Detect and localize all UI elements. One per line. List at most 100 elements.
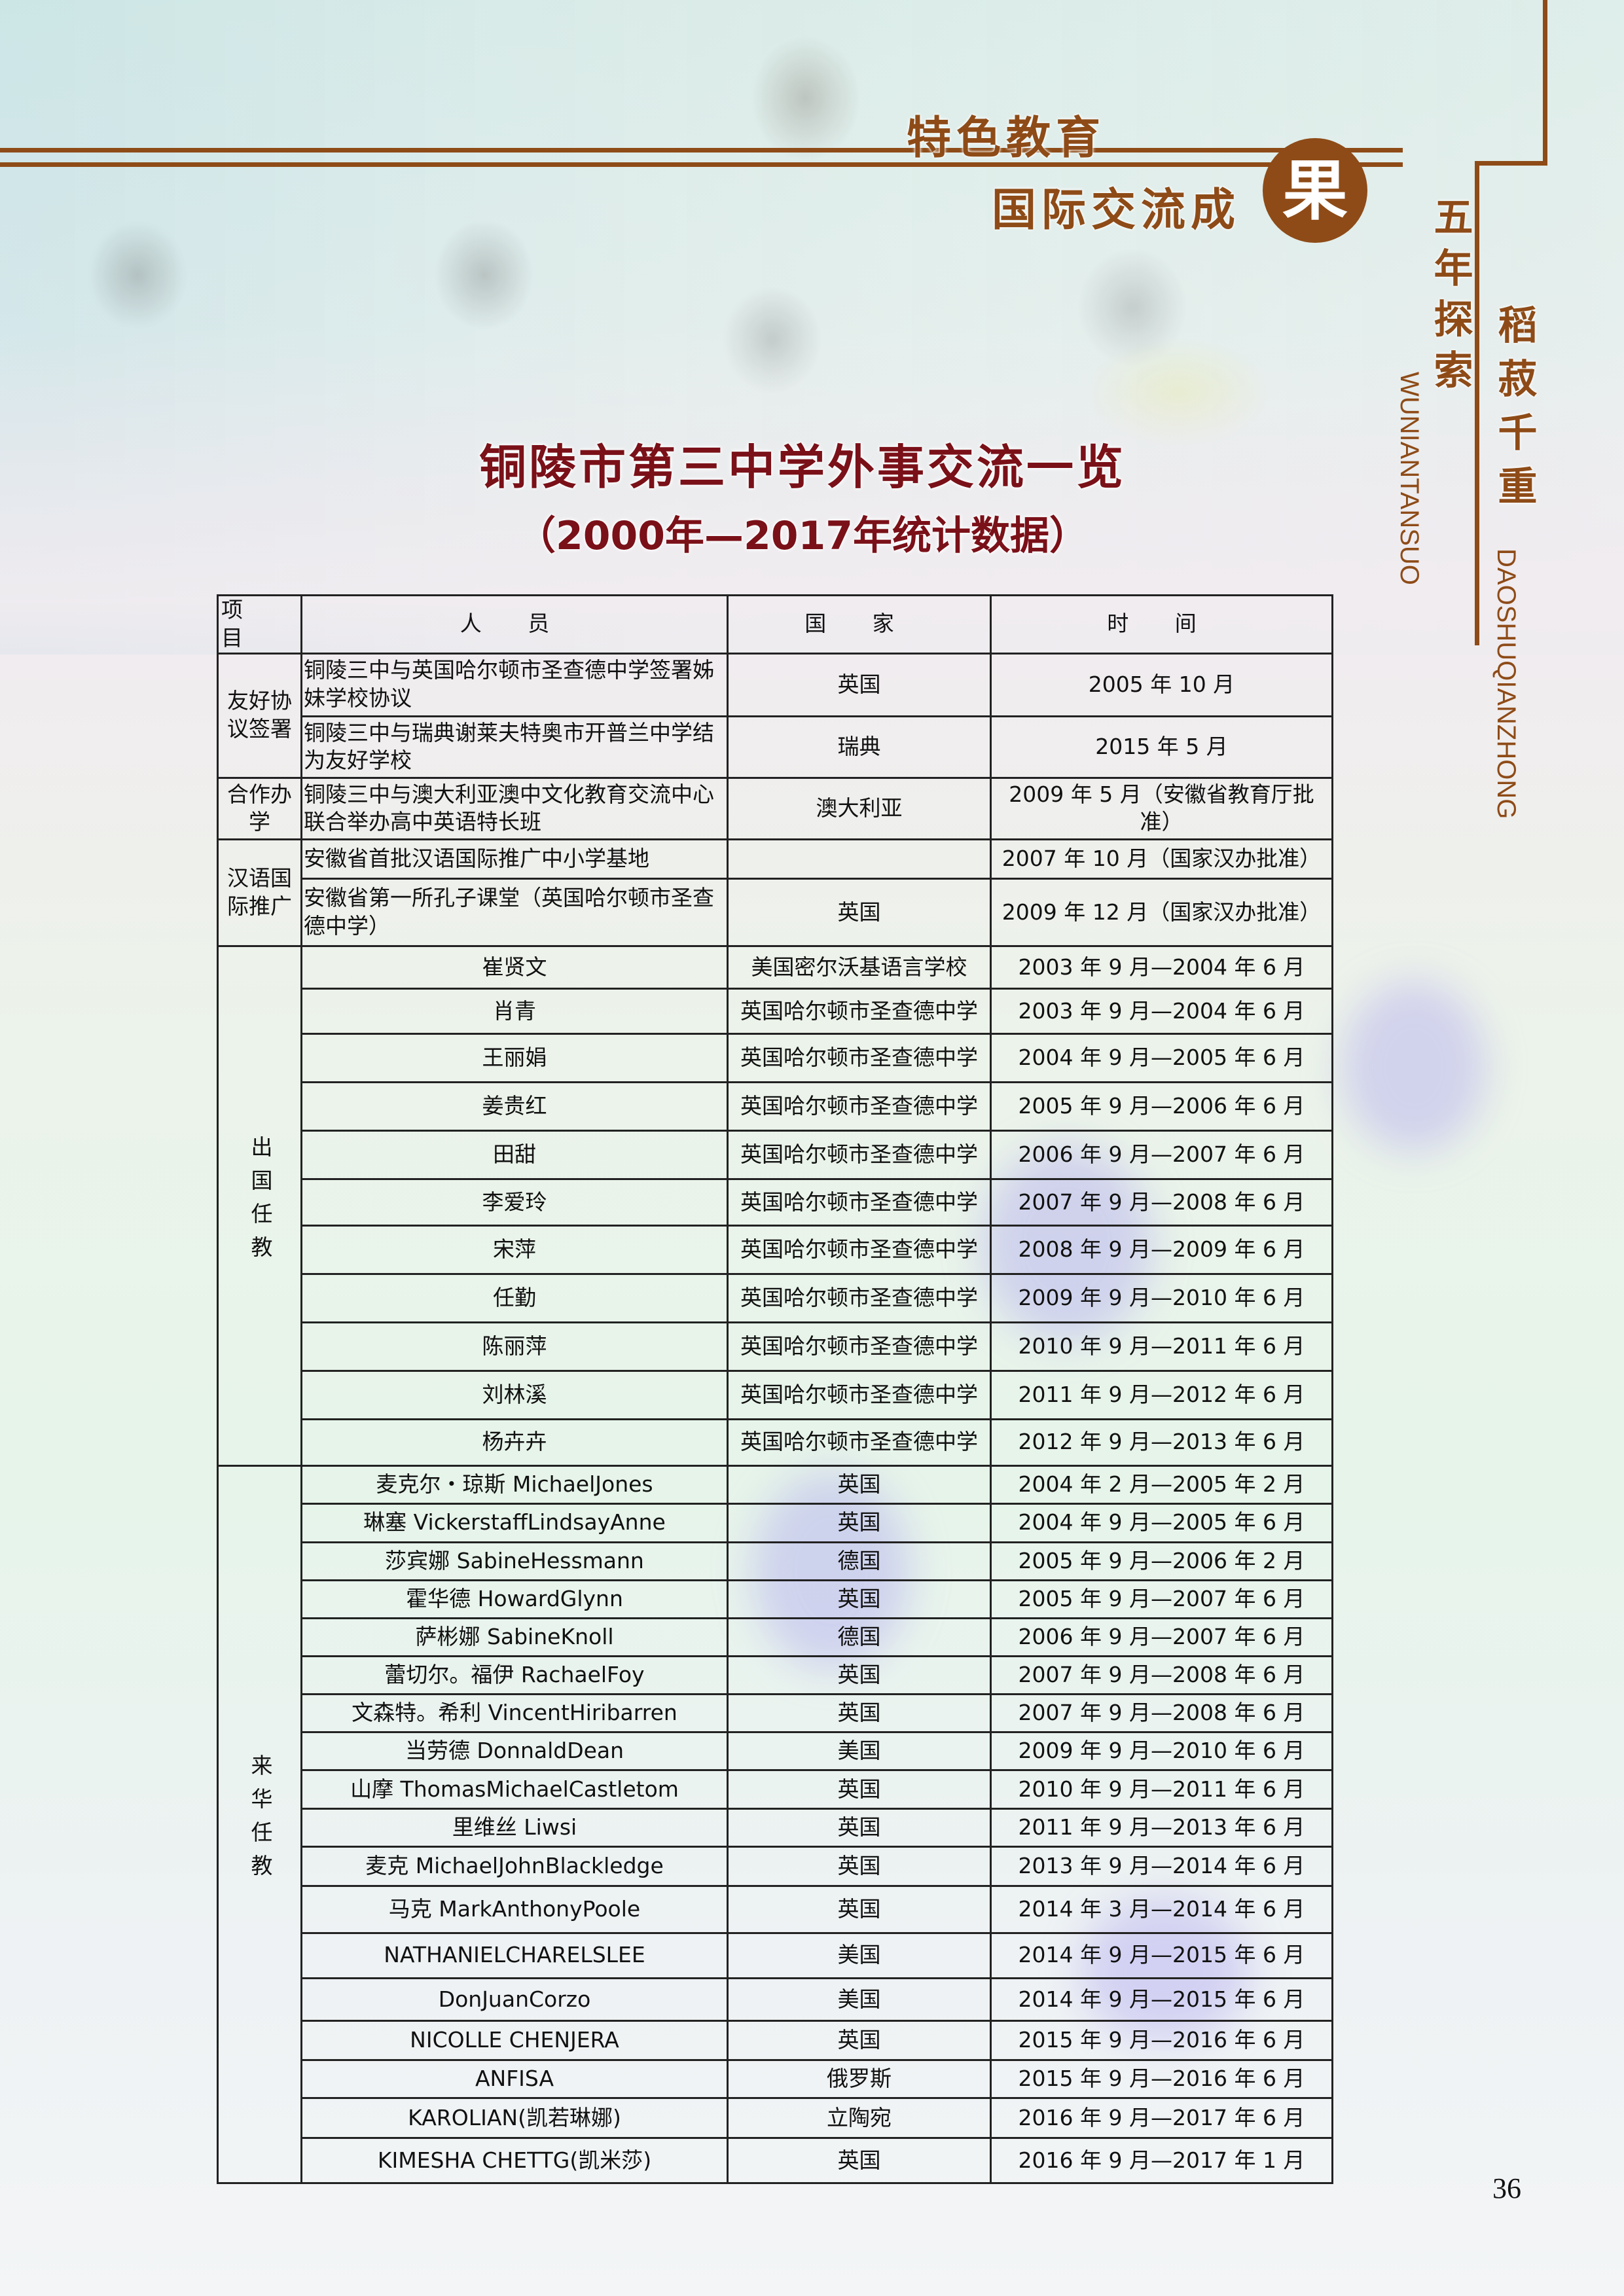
page-subtitle: （2000年—2017年统计数据） (516, 513, 1089, 559)
table-row: 来华任教 麦克尔・琼斯 MichaelJones 英国 2004 年 2 月—2005… (217, 1465, 1333, 2185)
country-cell: 英国 (727, 1769, 992, 1810)
time-cell: 2007 年 10 月（国家汉办批准） (990, 838, 1333, 880)
column-header: 时 间 (990, 594, 1333, 655)
table-row: 萨彬娜 SabineKnoll 德国 2006 年 9 月—2007 年 6 月 (218, 1617, 1333, 1657)
country-cell: 英国 (727, 1465, 992, 1505)
country-cell: 美国 (727, 1977, 992, 2022)
time-cell: 2005 年 9 月—2006 年 6 月 (990, 1081, 1333, 1132)
person-cell: 琳塞 VickerstaffLindsayAnne (300, 1503, 729, 1543)
person-cell: 陈丽萍 (300, 1321, 729, 1372)
country-cell: 英国 (727, 2136, 992, 2185)
person-cell: 王丽娟 (300, 1033, 729, 1084)
table-row: KIMESHA CHETTG(凯米莎) 英国 2016 年 9 月—2017 年 1… (218, 2136, 1333, 2185)
table-row: 文森特。希利 VincentHiribarren 英国 2007 年 9 月—200… (218, 1693, 1333, 1734)
country-cell: 英国哈尔顿市圣查德中学 (727, 1369, 992, 1420)
person-cell: 李爱玲 (300, 1177, 729, 1227)
time-cell: 2004 年 9 月—2005 年 6 月 (990, 1033, 1333, 1084)
country-cell: 英国 (727, 1807, 992, 1848)
time-cell: 2015 年 9 月—2016 年 6 月 (990, 2059, 1333, 2100)
person-cell: 肖青 (300, 988, 729, 1035)
table-row: DonJuanCorzo 美国 2014 年 9 月—2015 年 6 月 (218, 1977, 1333, 2022)
time-cell: 2005 年 9 月—2006 年 2 月 (990, 1541, 1333, 1581)
person-cell: 安徽省第一所孔子课堂（英国哈尔顿市圣查德中学） (300, 878, 729, 948)
time-cell: 2013 年 9 月—2014 年 6 月 (990, 1845, 1333, 1888)
person-cell: 崔贤文 (300, 945, 729, 990)
country-cell: 英国哈尔顿市圣查德中学 (727, 1225, 992, 1276)
country-cell: 德国 (727, 1541, 992, 1581)
person-cell: 刘林溪 (300, 1369, 729, 1420)
country-cell: 英国 (727, 1885, 992, 1934)
time-cell: 2006 年 9 月—2007 年 6 月 (990, 1129, 1333, 1180)
person-cell: 文森特。希利 VincentHiribarren (300, 1693, 729, 1734)
tagline-circle-badge: 果 (1263, 138, 1367, 243)
person-cell: KAROLIAN(凯若琳娜) (300, 2097, 729, 2139)
time-cell: 2009 年 9 月—2010 年 6 月 (990, 1273, 1333, 1323)
table-row: 王丽娟 英国哈尔顿市圣查德中学 2004 年 9 月—2005 年 6 月 (218, 1033, 1333, 1084)
table-row: 宋萍 英国哈尔顿市圣查德中学 2008 年 9 月—2009 年 6 月 (218, 1225, 1333, 1276)
table-row: 肖青 英国哈尔顿市圣查德中学 2003 年 9 月—2004 年 6 月 (218, 988, 1333, 1035)
country-cell: 英国 (727, 2019, 992, 2062)
table-row: NATHANIELCHARELSLEE 美国 2014 年 9 月—2015 年 6… (218, 1931, 1333, 1980)
column-header: 国 家 (727, 594, 992, 655)
country-cell: 美国密尔沃基语言学校 (727, 945, 992, 990)
category-label: 来华任教 (247, 1754, 273, 1888)
table-row: 安徽省第一所孔子课堂（英国哈尔顿市圣查德中学） 英国 2009 年 12 月（国家汉… (218, 878, 1333, 948)
category-label: 友好协议签署 (227, 688, 292, 742)
background-blob (1342, 982, 1486, 1152)
table-row: 合作办学 铜陵三中与澳大利亚澳中文化教育交流中心联合举办高中英语特长班 澳大利亚 20… (217, 776, 1333, 840)
table-row: 当劳德 DonnaldDean 美国 2009 年 9 月—2010 年 6 月 (218, 1731, 1333, 1772)
header-rule-bottom (0, 162, 1403, 167)
time-cell: 2003 年 9 月—2004 年 6 月 (990, 988, 1333, 1035)
person-cell: 宋萍 (300, 1225, 729, 1276)
person-cell: ANFISA (300, 2059, 729, 2100)
table-row: 出国任教 崔贤文 美国密尔沃基语言学校 2003 年 9 月—2004 年 6 月 (217, 945, 1333, 1467)
person-cell: 田甜 (300, 1129, 729, 1180)
frame-line-right (1543, 0, 1547, 165)
country-cell: 英国 (727, 652, 992, 717)
table-row: 汉语国际推广 安徽省首批汉语国际推广中小学基地 2007 年 10 月（国家汉办批准… (217, 838, 1333, 948)
country-cell: 英国 (727, 878, 992, 948)
person-cell: 铜陵三中与英国哈尔顿市圣查德中学签署姊妹学校协议 (300, 652, 729, 717)
person-cell: 莎宾娜 SabineHessmann (300, 1541, 729, 1581)
time-cell: 2009 年 5 月（安徽省教育厅批准） (990, 776, 1333, 840)
country-cell: 英国哈尔顿市圣查德中学 (727, 1321, 992, 1372)
country-cell: 德国 (727, 1617, 992, 1657)
person-cell: 当劳德 DonnaldDean (300, 1731, 729, 1772)
person-cell: KIMESHA CHETTG(凯米莎) (300, 2136, 729, 2185)
person-cell: 铜陵三中与瑞典谢莱夫特奥市开普兰中学结为友好学校 (300, 715, 729, 779)
category-cell: 出国任教 (217, 945, 302, 1467)
table-row: KAROLIAN(凯若琳娜) 立陶宛 2016 年 9 月—2017 年 6 月 (218, 2097, 1333, 2139)
table-row: 麦克 MichaelJohnBlackledge 英国 2013 年 9 月—201… (218, 1845, 1333, 1888)
table-row: 铜陵三中与瑞典谢莱夫特奥市开普兰中学结为友好学校 瑞典 2015 年 5 月 (218, 715, 1333, 779)
country-cell: 立陶宛 (727, 2097, 992, 2139)
side-title-1-pinyin: WUNIANTANSUO (1395, 372, 1424, 585)
person-cell: 里维丝 Liwsi (300, 1807, 729, 1848)
table-row: 霍华德 HowardGlynn 英国 2005 年 9 月—2007 年 6 月 (218, 1579, 1333, 1619)
category-label: 合作办学 (227, 781, 292, 835)
time-cell: 2012 年 9 月—2013 年 6 月 (990, 1418, 1333, 1467)
time-cell: 2015 年 5 月 (990, 715, 1333, 779)
country-cell: 英国哈尔顿市圣查德中学 (727, 1273, 992, 1323)
table-row: 田甜 英国哈尔顿市圣查德中学 2006 年 9 月—2007 年 6 月 (218, 1129, 1333, 1180)
person-cell: 霍华德 HowardGlynn (300, 1579, 729, 1619)
person-cell: 麦克 MichaelJohnBlackledge (300, 1845, 729, 1888)
tagline-1: 特色教育 (907, 112, 1106, 164)
time-cell: 2010 年 9 月—2011 年 6 月 (990, 1769, 1333, 1810)
time-cell: 2015 年 9 月—2016 年 6 月 (990, 2019, 1333, 2062)
person-cell: 萨彬娜 SabineKnoll (300, 1617, 729, 1657)
time-cell: 2003 年 9 月—2004 年 6 月 (990, 945, 1333, 990)
time-cell: 2007 年 9 月—2008 年 6 月 (990, 1655, 1333, 1696)
time-cell: 2008 年 9 月—2009 年 6 月 (990, 1225, 1333, 1276)
table-row: 莎宾娜 SabineHessmann 德国 2005 年 9 月—2006 年 2 … (218, 1541, 1333, 1581)
category-label: 出国任教 (247, 1136, 273, 1270)
person-cell: NICOLLE CHENJERA (300, 2019, 729, 2062)
side-title-2-pinyin: DAOSHUQIANZHONG (1492, 548, 1521, 819)
side-title-1: 五年探索 (1427, 196, 1473, 401)
category-cell: 汉语国际推广 (217, 838, 302, 948)
time-cell: 2005 年 9 月—2007 年 6 月 (990, 1579, 1333, 1619)
table-row: ANFISA 俄罗斯 2015 年 9 月—2016 年 6 月 (218, 2059, 1333, 2100)
table-row: 里维丝 Liwsi 英国 2011 年 9 月—2013 年 6 月 (218, 1807, 1333, 1848)
column-header: 项 目 (217, 594, 302, 655)
time-cell: 2005 年 10 月 (990, 652, 1333, 717)
time-cell: 2007 年 9 月—2008 年 6 月 (990, 1177, 1333, 1227)
